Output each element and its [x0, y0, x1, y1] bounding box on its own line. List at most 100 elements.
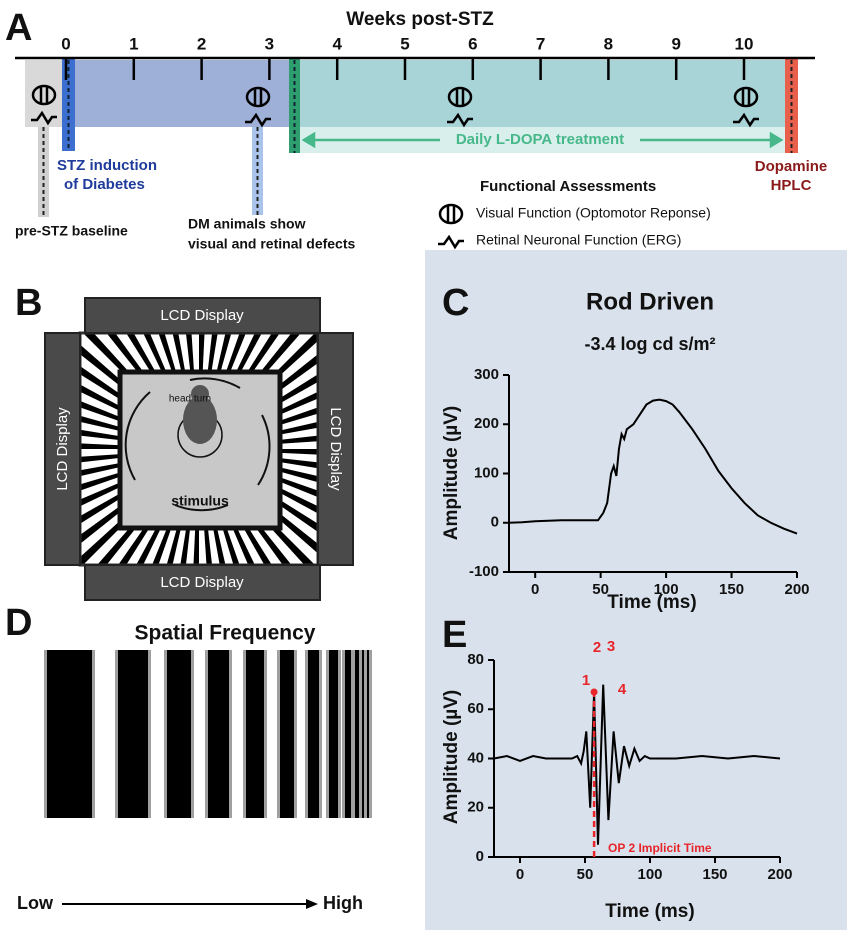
panel-label: A [5, 7, 32, 49]
panel-label: E [442, 614, 467, 656]
eye-icon [733, 86, 759, 108]
lcd-display [317, 332, 354, 566]
erg-icon [447, 112, 473, 128]
x-tick-label: 150 [702, 866, 727, 883]
x-tick-label: 150 [719, 581, 744, 598]
y-tick-label: 200 [474, 415, 499, 432]
grating-bar [345, 650, 351, 818]
y-tick-label: 300 [474, 366, 499, 383]
week-label: 4 [332, 34, 342, 53]
peak-marker [590, 688, 598, 696]
week-label: 1 [129, 34, 138, 53]
x-tick-label: 100 [654, 581, 679, 598]
lcd-label: LCD Display [160, 307, 244, 324]
dm-label: DM animals show [188, 216, 306, 232]
legend-entry: Retinal Neuronal Function (ERG) [476, 232, 681, 248]
grating-bar [167, 650, 191, 818]
y-tick-label: -100 [469, 563, 499, 580]
grating-bar [208, 650, 229, 818]
panel-d: D Spatial Frequency Low High [5, 602, 372, 913]
erg-icon [31, 110, 57, 126]
week-label: 5 [400, 34, 409, 53]
mouse-head [191, 385, 209, 403]
grating-bar [118, 650, 148, 818]
stripe [199, 449, 318, 514]
week-label: 8 [604, 34, 613, 53]
panel-b: B LCD Display LCD Display LCD Display LC… [15, 282, 354, 601]
annotation: 4 [618, 681, 627, 698]
y-tick-label: 80 [467, 651, 484, 668]
annotation: OP 2 Implicit Time [608, 841, 712, 855]
annotation: 3 [607, 638, 615, 655]
grating-bar [47, 650, 92, 818]
y-tick-label: 100 [474, 464, 499, 481]
grating-bar [308, 650, 319, 818]
week-label: 10 [735, 34, 754, 53]
endpoint-label: HPLC [771, 177, 812, 194]
x-tick-label: 100 [637, 866, 662, 883]
baseline-label: pre-STZ baseline [15, 223, 128, 239]
data-line [493, 684, 781, 845]
lcd-label: LCD Display [160, 574, 244, 591]
panel-a: Daily L-DOPA treatment A Weeks post-STZ … [5, 7, 827, 252]
grating-bar [329, 650, 338, 818]
grating-bar [246, 650, 264, 818]
week-label: 9 [671, 34, 680, 53]
week-label: 3 [265, 34, 274, 53]
mouse [183, 396, 217, 444]
treatment-label: Daily L-DOPA treatment [456, 131, 624, 148]
stripe [199, 449, 255, 565]
data-line [508, 398, 798, 535]
stripe [80, 443, 199, 449]
y-tick-label: 40 [467, 749, 484, 766]
low-label: Low [17, 893, 54, 913]
y-tick-label: 0 [476, 848, 484, 865]
week-label: 6 [468, 34, 477, 53]
erg-icon [245, 112, 271, 128]
arrow-head [306, 899, 318, 909]
dm-label: visual and retinal defects [188, 236, 355, 252]
y-tick-label: 20 [467, 799, 484, 816]
x-tick-label: 200 [784, 581, 809, 598]
week-label: 2 [197, 34, 206, 53]
x-tick-label: 0 [531, 581, 539, 598]
panel-title: Spatial Frequency [135, 622, 316, 645]
panel-background [425, 250, 847, 930]
erg-icon [438, 234, 464, 250]
stripe [199, 449, 272, 565]
stz-label: of Diabetes [64, 176, 145, 193]
endpoint-label: Dopamine [755, 158, 828, 175]
high-label: High [323, 893, 363, 913]
x-axis-label: Time (ms) [605, 901, 694, 922]
lcd-label: LCD Display [54, 407, 71, 491]
annotation: 1 [582, 672, 590, 689]
grating-bar [362, 650, 365, 818]
diabetes-region [75, 60, 289, 127]
grating-bar [280, 650, 294, 818]
panel-label: D [5, 602, 32, 644]
lcd-display [44, 332, 81, 566]
stripe [199, 449, 213, 565]
label-bg [440, 130, 640, 150]
eye-icon [438, 203, 464, 225]
stripe [199, 449, 318, 455]
week-label: 7 [536, 34, 545, 53]
erg-icon [733, 112, 759, 128]
grating-bar [355, 650, 359, 818]
stz-label: STZ induction [57, 157, 157, 174]
chart-subtitle: -3.4 log cd s/m² [584, 334, 715, 354]
y-tick-label: 0 [491, 514, 499, 531]
eye-icon [447, 86, 473, 108]
eye-icon [245, 86, 271, 108]
legend-title: Functional Assessments [480, 178, 656, 195]
lcd-label: LCD Display [327, 407, 344, 491]
x-tick-label: 50 [592, 581, 609, 598]
x-tick-label: 200 [767, 866, 792, 883]
legend-entry: Visual Function (Optomotor Reponse) [476, 205, 711, 221]
x-tick-label: 50 [577, 866, 594, 883]
head-turn-label: head turn [169, 394, 211, 405]
panel-label: B [15, 282, 42, 324]
stimulus-label: stimulus [171, 493, 229, 509]
rotation-arrows [124, 377, 271, 512]
